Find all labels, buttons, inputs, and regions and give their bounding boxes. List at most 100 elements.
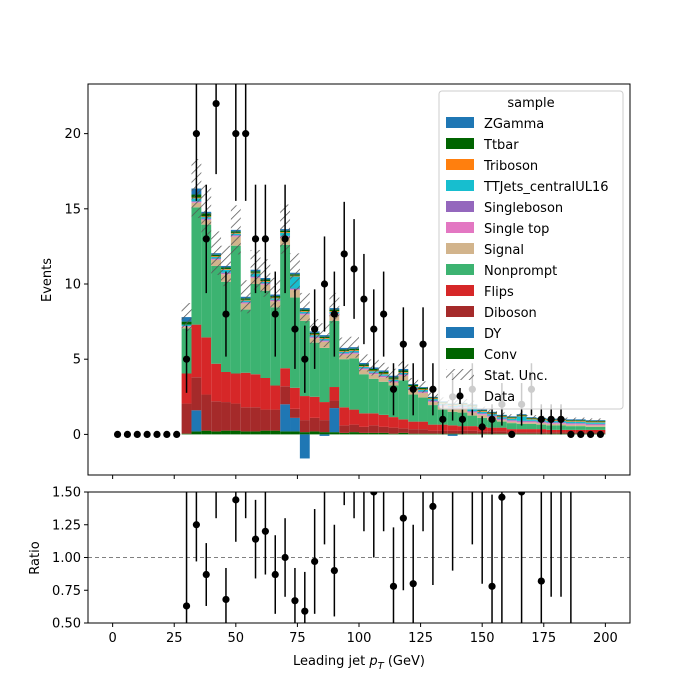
ratio-y-tick-label: 1.50 xyxy=(52,486,81,501)
bar-flips xyxy=(329,387,340,401)
bar-diboson xyxy=(290,408,300,418)
stat-unc-band xyxy=(565,417,576,422)
bar-ttjets-centralul16 xyxy=(595,422,606,424)
ratio-point xyxy=(301,607,309,615)
bar-conv xyxy=(270,430,281,435)
bar-dy xyxy=(299,434,310,459)
main-x-ticks xyxy=(112,475,606,479)
bar-nonprompt xyxy=(526,423,537,430)
bar-nonprompt xyxy=(280,244,291,369)
data-point xyxy=(360,295,368,303)
stat-unc-band xyxy=(290,253,300,293)
data-point xyxy=(596,430,605,438)
bar-triboson xyxy=(565,420,576,422)
ratio-point xyxy=(360,462,367,469)
data-point xyxy=(133,430,141,438)
bar-diboson xyxy=(250,407,261,432)
ratio-point xyxy=(557,436,564,443)
data-point xyxy=(330,310,338,318)
stat-unc-band xyxy=(378,362,389,379)
data-point xyxy=(320,280,329,288)
data-point xyxy=(370,325,378,333)
legend-label: Singleboson xyxy=(484,201,563,216)
bar-singleboson xyxy=(575,423,586,424)
ratio-point xyxy=(222,595,230,604)
data-point xyxy=(586,430,595,438)
data-point xyxy=(261,235,269,243)
data-point xyxy=(380,310,388,318)
stat-unc-band xyxy=(339,337,350,359)
ratio-point xyxy=(537,577,545,585)
legend-swatch xyxy=(446,348,474,359)
bar-conv xyxy=(349,432,359,435)
bar-diboson xyxy=(388,427,399,434)
bar-flips xyxy=(290,387,300,409)
data-point xyxy=(222,310,230,318)
stat-unc-band xyxy=(240,280,251,314)
ratio-point xyxy=(429,502,437,511)
bar-diboson xyxy=(299,420,310,433)
data-point xyxy=(281,235,289,243)
ratio-y-tick-label: 0.50 xyxy=(52,617,81,632)
bar-diboson xyxy=(427,430,438,434)
bar-conv xyxy=(339,432,350,435)
bar-diboson xyxy=(181,403,192,434)
bar-flips xyxy=(191,324,202,378)
bar-diboson xyxy=(280,386,291,405)
bar-triboson xyxy=(575,420,586,422)
stat-unc-band xyxy=(359,354,369,372)
bar-ttjets-centralul16 xyxy=(526,419,537,421)
bar-diboson xyxy=(309,417,320,432)
ratio-point xyxy=(251,535,260,543)
data-point xyxy=(123,430,132,438)
bar-dy xyxy=(447,434,458,436)
legend-swatch xyxy=(446,327,474,338)
legend-swatch xyxy=(446,180,474,191)
bar-nonprompt xyxy=(595,426,606,430)
legend-label: Data xyxy=(484,390,515,405)
data-point xyxy=(577,430,585,438)
stat-unc-band xyxy=(319,323,330,348)
legend-label: DY xyxy=(484,327,501,342)
bar-nonprompt xyxy=(260,290,271,379)
legend-label: Single top xyxy=(484,222,549,237)
bar-flips xyxy=(349,409,359,425)
bar-conv xyxy=(329,432,340,435)
data-point xyxy=(143,430,151,438)
ratio-x-tick-label: 25 xyxy=(166,631,183,646)
bar-diboson xyxy=(398,428,409,433)
legend-swatch-stat-unc xyxy=(446,369,474,380)
ratio-point xyxy=(488,582,496,590)
bar-diboson xyxy=(408,429,419,434)
bar-conv xyxy=(516,433,527,435)
legend-swatch xyxy=(446,243,474,254)
bar-conv xyxy=(427,433,438,435)
data-point xyxy=(399,340,407,348)
data-point xyxy=(182,355,191,363)
bar-flips xyxy=(496,427,507,432)
data-point xyxy=(429,385,437,393)
ratio-point xyxy=(242,462,249,469)
stat-unc-band xyxy=(221,245,231,287)
ratio-x-tick-label: 100 xyxy=(347,631,372,646)
ratio-point xyxy=(399,514,407,522)
stat-unc-band xyxy=(349,336,359,358)
ratio-x-ticks: 0 25 50 75 100 125 150 175 200 xyxy=(108,623,618,646)
ratio-point xyxy=(182,602,191,610)
bar-ttjets-centralul16 xyxy=(575,421,586,424)
data-point xyxy=(389,385,398,393)
bar-nonprompt xyxy=(585,426,596,430)
bar-conv xyxy=(496,433,507,435)
y-tick-label: 10 xyxy=(64,278,81,293)
ratio-axes-frame xyxy=(87,491,631,624)
bar-flips xyxy=(309,396,320,418)
ratio-x-tick-label: 125 xyxy=(408,631,433,646)
data-point xyxy=(478,423,486,431)
bar-nonprompt xyxy=(339,359,350,408)
legend-swatch xyxy=(446,201,474,212)
bar-nonprompt xyxy=(319,347,330,403)
bar-flips xyxy=(260,378,271,410)
bar-flips xyxy=(516,429,527,433)
bar-diboson xyxy=(516,432,527,434)
bar-conv xyxy=(309,431,320,435)
